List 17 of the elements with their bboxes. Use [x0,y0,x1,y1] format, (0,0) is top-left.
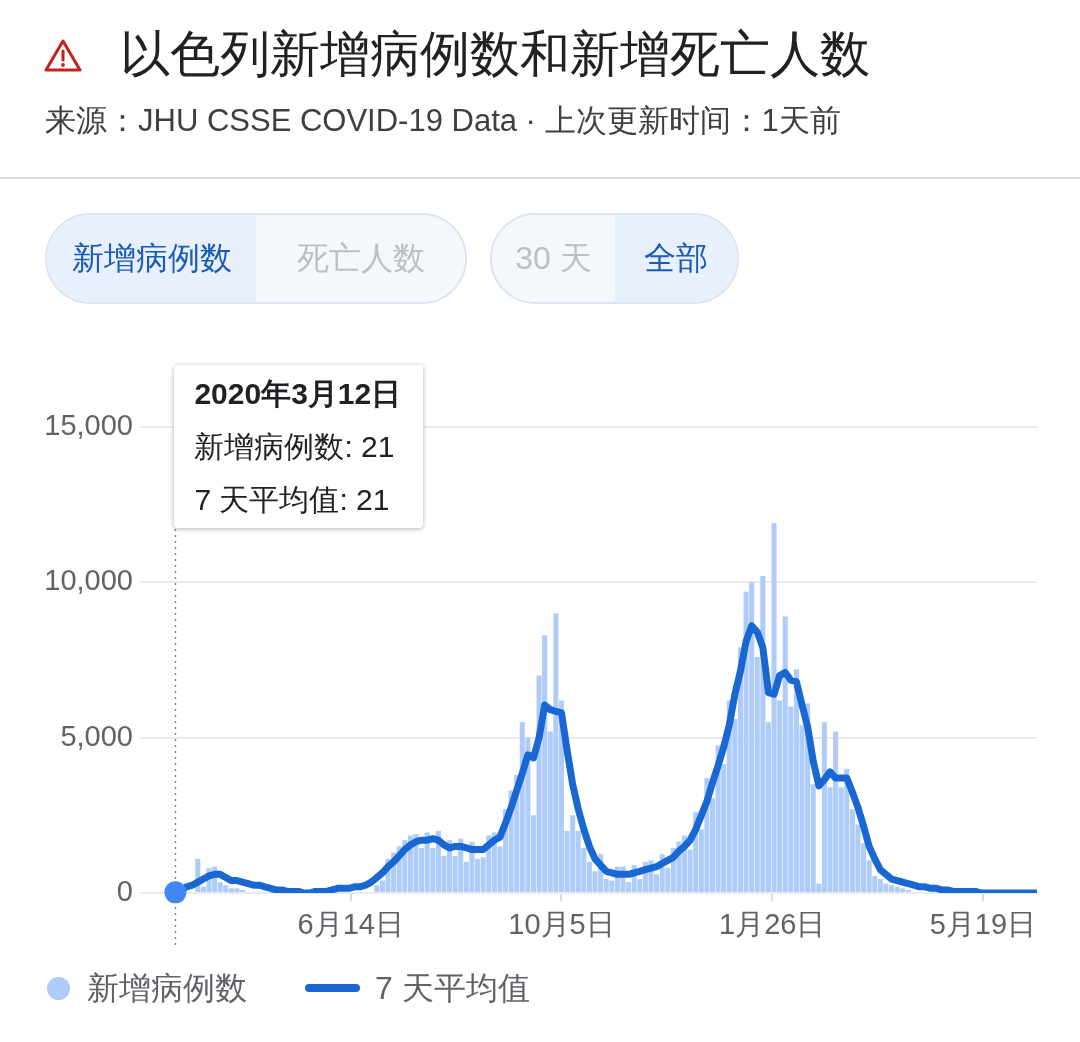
chart-title: 以色列新增病例数和新增死亡人数 [120,25,870,84]
y-tick-label: 5,000 [60,719,133,752]
x-tick-label: 10月5日 [508,908,615,941]
text: 2020年3月12日 [194,376,402,412]
x-tick-label: 1月26日 [718,908,826,941]
x-tick-label: 5月19日 [929,908,1037,941]
y-tick-label: 15,000 [44,409,133,441]
x-tick-label: 6月14日 [297,908,404,941]
y-tick-label: 0 [116,875,133,907]
legend-label: 7 天平均值 [375,969,530,1008]
chart-subtitle: 来源：JHU CSSE COVID-19 Data · 上次更新时间：1天前 [45,102,841,140]
toggle-button[interactable]: 新增病例数 [47,215,256,302]
legend-label: 新增病例数 [87,969,247,1008]
annotation: 7 天平均值: 21 [194,482,391,518]
y-tick-label: 10,000 [44,564,133,597]
annotation: 新增病例数: 21 [194,429,396,465]
toggle-button[interactable]: 全部 [615,215,737,302]
